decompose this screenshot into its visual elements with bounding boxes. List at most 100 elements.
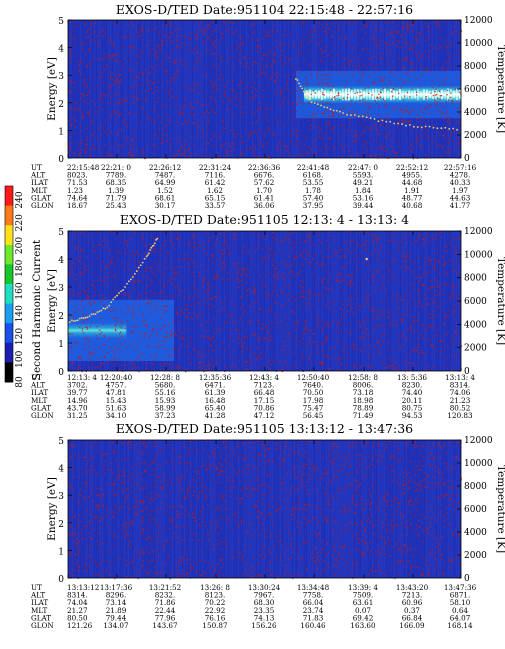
noise-dot	[82, 156, 85, 158]
noise-dot	[459, 91, 461, 93]
noise-dot	[71, 333, 73, 335]
noise-dot	[250, 534, 252, 536]
texture-column	[92, 20, 93, 158]
noise-dot	[183, 257, 185, 260]
noise-dot	[149, 290, 151, 292]
noise-dot	[71, 363, 73, 365]
noise-dot	[449, 65, 452, 68]
noise-dot	[110, 131, 112, 133]
noise-dot	[199, 362, 201, 364]
noise-dot	[255, 264, 257, 266]
noise-dot	[180, 61, 182, 63]
noise-dot	[260, 47, 262, 49]
noise-dot	[190, 570, 192, 572]
noise-dot	[418, 352, 420, 354]
noise-dot	[82, 319, 84, 321]
texture-column	[126, 20, 127, 158]
noise-dot	[396, 72, 398, 74]
noise-dot	[143, 72, 145, 74]
noise-dot	[222, 253, 224, 255]
noise-dot	[214, 53, 216, 55]
table-cell: 74.06	[450, 388, 471, 397]
noise-dot	[413, 147, 415, 149]
noise-dot	[79, 251, 81, 253]
noise-dot	[240, 38, 242, 40]
texture-column	[264, 440, 265, 578]
noise-dot	[285, 84, 288, 86]
noise-dot	[344, 329, 346, 331]
noise-dot	[108, 308, 110, 310]
noise-dot	[441, 147, 444, 149]
noise-dot	[255, 301, 257, 304]
noise-dot	[136, 325, 139, 328]
noise-dot	[313, 139, 315, 141]
noise-dot	[333, 239, 336, 241]
noise-dot	[266, 331, 269, 333]
noise-dot	[439, 271, 441, 273]
noise-dot	[82, 93, 84, 95]
noise-dot	[325, 31, 327, 33]
noise-dot	[384, 21, 386, 24]
noise-dot	[202, 280, 205, 283]
noise-dot	[377, 309, 379, 312]
noise-dot	[150, 65, 153, 67]
noise-dot	[88, 302, 90, 304]
noise-dot	[164, 232, 166, 235]
noise-dot	[256, 367, 258, 369]
noise-dot	[212, 336, 214, 338]
texture-column	[324, 440, 325, 578]
noise-dot	[422, 351, 424, 354]
noise-dot	[365, 141, 367, 143]
noise-dot	[186, 317, 188, 319]
noise-dot	[201, 29, 203, 31]
noise-dot	[279, 149, 282, 152]
noise-dot	[238, 271, 240, 273]
texture-column	[140, 20, 141, 158]
noise-dot	[314, 92, 316, 94]
noise-dot	[451, 43, 454, 45]
noise-dot	[98, 295, 100, 297]
noise-dot	[273, 276, 275, 278]
noise-dot	[452, 295, 454, 298]
texture-column	[374, 440, 375, 578]
noise-dot	[376, 270, 378, 272]
texture-column	[174, 231, 175, 371]
noise-dot	[286, 294, 288, 297]
noise-dot	[97, 521, 99, 523]
noise-dot	[458, 563, 460, 566]
noise-dot	[385, 146, 387, 148]
noise-dot	[118, 358, 120, 360]
table-cell: 12:50:40	[297, 373, 330, 382]
noise-dot	[454, 26, 456, 28]
noise-dot	[163, 336, 165, 338]
noise-dot	[370, 58, 372, 61]
noise-dot	[382, 52, 384, 54]
noise-dot	[260, 102, 262, 104]
noise-dot	[298, 117, 301, 119]
noise-dot	[454, 331, 457, 333]
noise-dot	[316, 326, 318, 328]
noise-dot	[243, 106, 245, 108]
panel-title: EXOS-D/TED Date:951104 22:15:48 - 22:57:…	[116, 2, 413, 17]
noise-dot	[225, 263, 227, 265]
noise-dot	[118, 102, 120, 104]
noise-dot	[350, 117, 352, 119]
noise-dot	[137, 55, 139, 57]
noise-dot	[227, 59, 229, 62]
noise-dot	[184, 43, 186, 45]
noise-dot	[389, 83, 391, 85]
noise-dot	[78, 145, 81, 147]
texture-column	[126, 440, 127, 578]
noise-dot	[138, 55, 141, 57]
noise-dot	[86, 95, 89, 97]
noise-dot	[111, 294, 113, 296]
y2-tick-label: 12000	[464, 16, 493, 26]
noise-dot	[393, 324, 396, 326]
noise-dot	[407, 303, 409, 305]
noise-dot	[382, 362, 384, 364]
noise-dot	[298, 97, 301, 99]
noise-dot	[242, 350, 244, 352]
noise-dot	[175, 311, 178, 314]
noise-dot	[348, 23, 350, 25]
noise-dot	[409, 259, 411, 261]
